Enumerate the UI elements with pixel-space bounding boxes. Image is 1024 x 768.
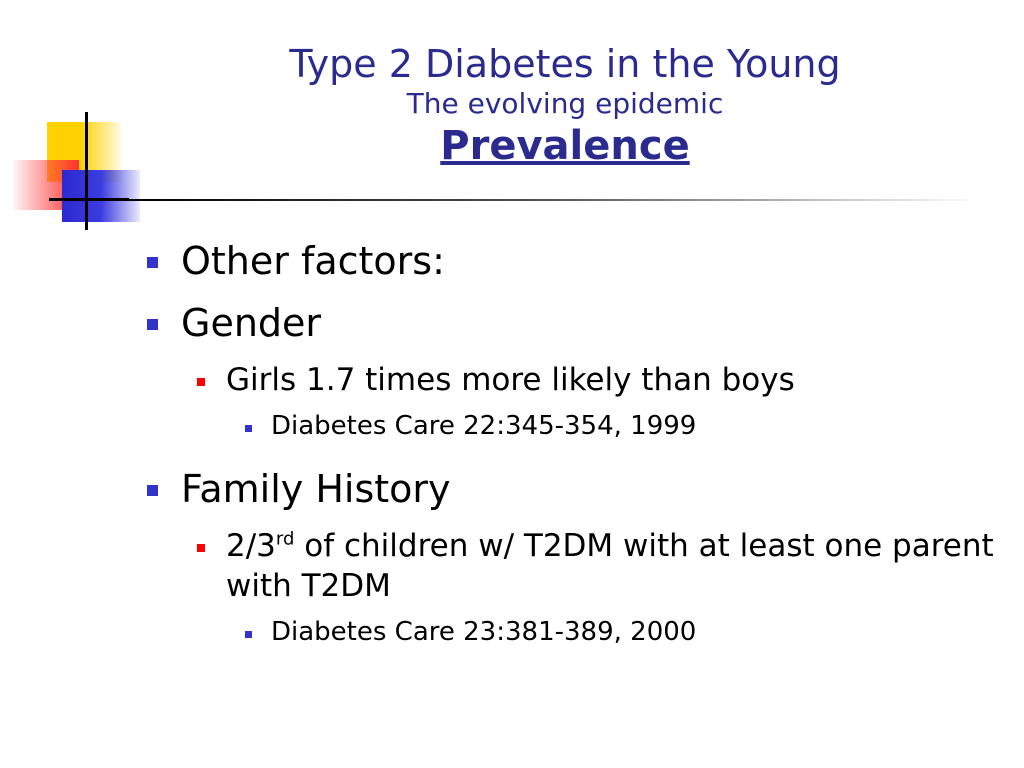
list-item: Diabetes Care 23:381-389, 2000 [145,614,1005,650]
list-item: Family History [145,464,1005,514]
bullet-text: Family History [181,467,451,511]
children-text: of children w/ T2DM with at least one pa… [226,528,994,604]
horizontal-line [49,198,129,201]
list-item: Other factors: [145,236,1005,286]
ordinal-suffix: rd [275,528,295,550]
blue-square [62,170,140,222]
fraction-text: 2/3 [226,528,276,564]
bullet-text: Girls 1.7 times more likely than boys [226,362,795,398]
title-divider [128,199,978,201]
list-item: Girls 1.7 times more likely than boys [145,360,1005,400]
bullet-list: Other factors: Gender Girls 1.7 times mo… [145,236,1005,670]
bullet-text: Gender [181,301,322,345]
square-bullet-icon [245,631,252,638]
slide-title: Type 2 Diabetes in the Young [289,42,841,86]
slide-heading: Prevalence [440,123,690,169]
square-bullet-icon [147,257,158,268]
vertical-line [85,112,88,230]
citation-text: Diabetes Care 22:345-354, 1999 [271,411,697,441]
bullet-text: 2/3rd of children w/ T2DM with at least … [226,528,994,604]
slide-subtitle: The evolving epidemic [406,87,724,120]
decorative-squares-logo [0,0,140,230]
list-item: Diabetes Care 22:345-354, 1999 [145,408,1005,444]
square-bullet-icon [147,319,158,330]
square-bullet-icon [197,378,205,386]
list-item: Gender [145,298,1005,348]
citation-text: Diabetes Care 23:381-389, 2000 [271,617,697,647]
square-bullet-icon [147,485,158,496]
list-item: 2/3rd of children w/ T2DM with at least … [145,526,1005,606]
bullet-text: Other factors: [181,239,445,283]
title-block: Type 2 Diabetes in the Young The evolvin… [220,40,910,172]
square-bullet-icon [197,544,205,552]
square-bullet-icon [245,425,252,432]
